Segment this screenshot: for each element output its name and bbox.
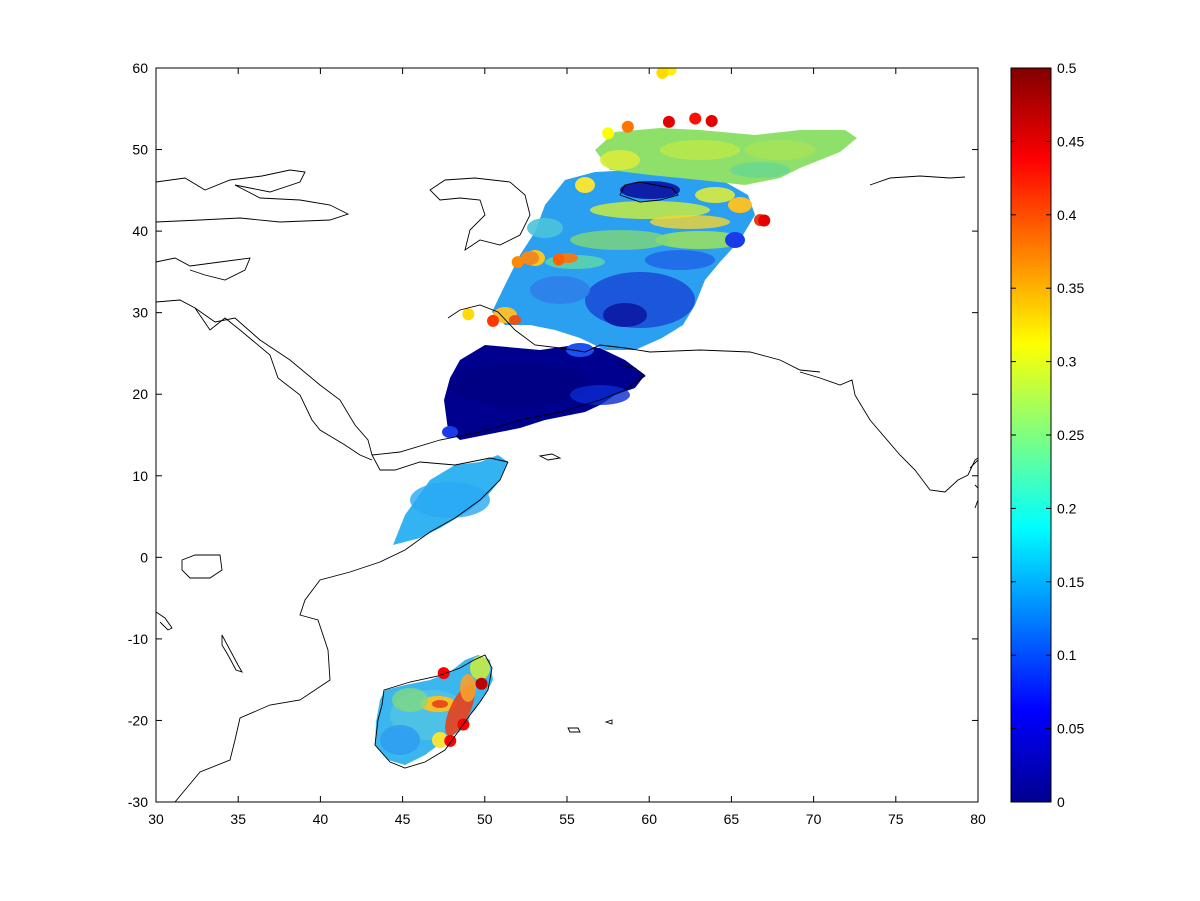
coastline-west-edge	[156, 611, 173, 631]
x-tick-label: 35	[230, 811, 246, 827]
coastline-aral	[619, 181, 679, 203]
coastlines	[156, 169, 978, 802]
data-point-1	[656, 68, 669, 79]
coastline-east-africa	[174, 461, 509, 802]
x-tick-label: 45	[395, 811, 411, 827]
y-axis: 60 50 40 30 20 10 0 -10 -20 -30	[128, 60, 978, 810]
data-point-6	[602, 127, 615, 140]
colorbar-tick-label: 0.1	[1057, 647, 1077, 663]
y-tick-label: -30	[128, 794, 148, 810]
colorbar-axis: 0.5 0.45 0.4 0.35 0.3 0.25 0.2 0.15 0.1 0.05 0	[1011, 60, 1084, 810]
colorbar-tick-label: 0.2	[1057, 500, 1077, 516]
data-point-7	[758, 214, 771, 227]
colorbar-tick-label: 0.05	[1057, 721, 1084, 737]
data-point-3	[705, 115, 718, 128]
plot-area	[156, 68, 978, 802]
data-point-13	[475, 677, 488, 690]
colorbar-tick-label: 0.45	[1057, 133, 1084, 149]
colorbar-tick-label: 0.4	[1057, 207, 1077, 223]
data-point-11	[462, 308, 475, 321]
y-tick-label: 40	[132, 223, 148, 239]
data-point-9	[511, 256, 524, 269]
colorbar-tick-label: 0.25	[1057, 427, 1084, 443]
data-point-2	[689, 112, 702, 125]
coastline-mascarene-1	[567, 727, 581, 733]
coastline-arabia-south	[371, 364, 646, 456]
x-tick-label: 75	[888, 811, 904, 827]
colorbar-tick-label: 0.35	[1057, 280, 1084, 296]
y-tick-label: 60	[132, 60, 148, 76]
coastline-balkhash	[869, 175, 966, 186]
y-tick-label: 0	[140, 549, 148, 565]
coastline-lake-victoria	[181, 554, 223, 579]
coastline-red-sea-west	[156, 299, 373, 461]
y-tick-label: 10	[132, 468, 148, 484]
y-tick-label: -20	[128, 712, 148, 728]
region-texture	[380, 140, 815, 755]
coastline-lake-tanganyika	[221, 634, 243, 673]
x-tick-label: 50	[477, 811, 493, 827]
x-tick-label: 80	[970, 811, 986, 827]
x-tick-label: 65	[724, 811, 740, 827]
y-tick-label: 50	[132, 142, 148, 158]
data-point-4	[662, 115, 675, 128]
x-tick-label: 70	[806, 811, 822, 827]
colorbar-tick-label: 0	[1057, 794, 1065, 810]
coastline-socotra	[538, 453, 562, 461]
x-axis: 30 35 40 45 50 55 60 65 70 75 80	[148, 68, 986, 827]
data-point-10	[487, 314, 500, 327]
colorbar-tick-label: 0.3	[1057, 354, 1077, 370]
x-tick-label: 55	[559, 811, 575, 827]
coastline-east-edge	[969, 459, 978, 469]
coastline-red-sea-east	[194, 307, 509, 471]
y-tick-label: 20	[132, 386, 148, 402]
colorbar	[1011, 68, 1051, 802]
coastline-caspian	[429, 177, 531, 252]
coastline-persian-gulf	[447, 304, 821, 373]
x-tick-label: 60	[641, 811, 657, 827]
coastline-mediterranean	[156, 257, 251, 281]
y-tick-label: -10	[128, 631, 148, 647]
x-tick-label: 30	[148, 811, 164, 827]
data-point-8	[552, 253, 565, 266]
coastline-madagascar	[374, 654, 493, 769]
coastline-europe-black-sea	[156, 169, 350, 223]
data-point-5	[621, 120, 634, 133]
y-tick-label: 30	[132, 305, 148, 321]
data-point-12	[437, 667, 450, 680]
colorbar-tick-label: 0.5	[1057, 60, 1077, 76]
data-points	[437, 68, 771, 747]
colorbar-tick-label: 0.15	[1057, 574, 1084, 590]
coastline-india	[799, 371, 978, 493]
coastline-mascarene-2	[604, 719, 613, 725]
x-tick-label: 40	[313, 811, 329, 827]
